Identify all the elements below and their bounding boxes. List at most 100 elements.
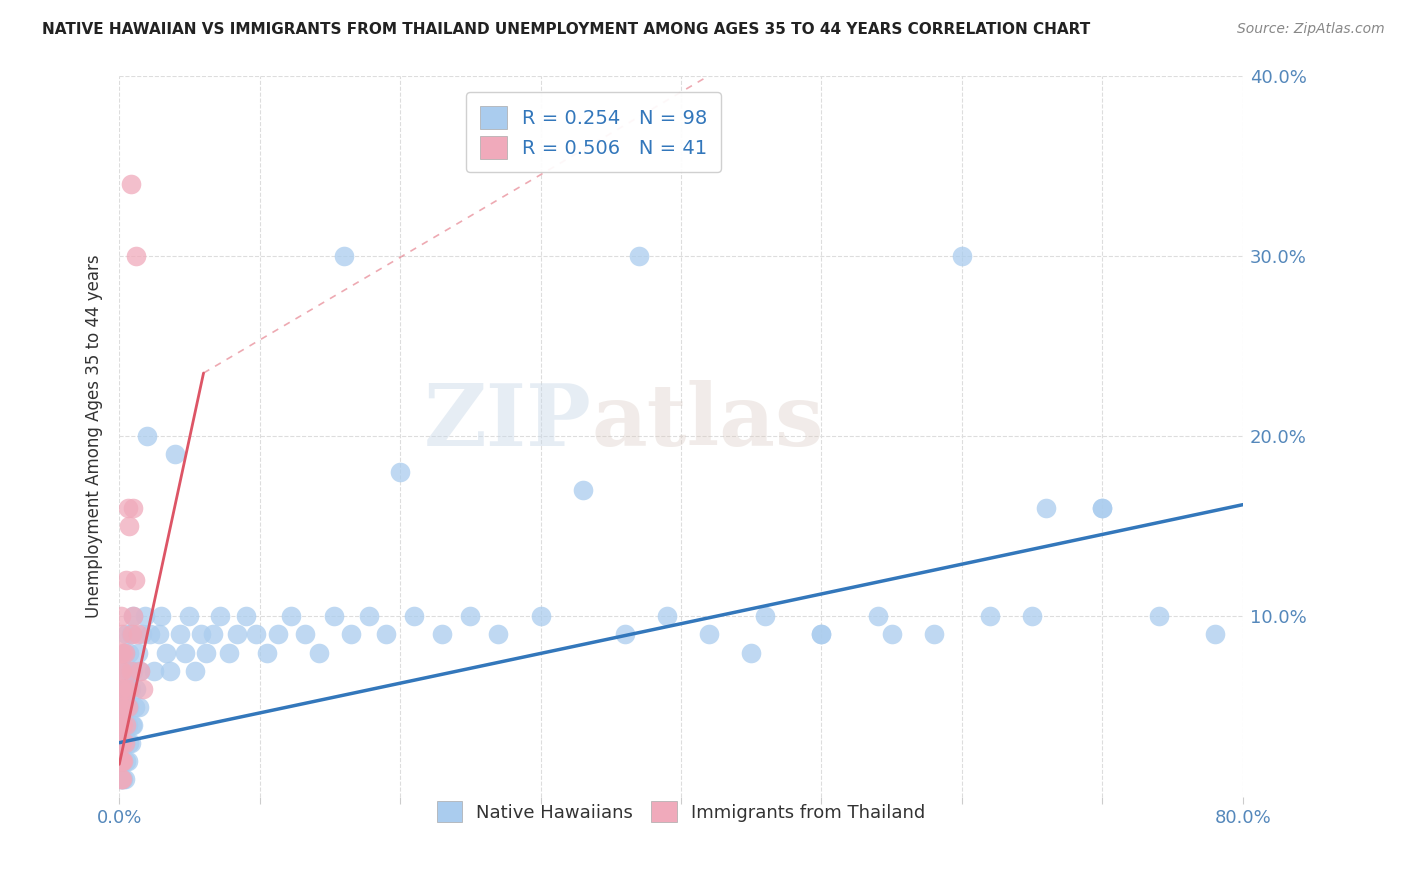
Point: [110, 646, 132, 660]
Point: [245, 627, 267, 641]
Point: [190, 627, 212, 641]
Point: [127, 646, 149, 660]
Point: [488, 627, 510, 641]
Point: [117, 754, 139, 768]
Point: [110, 754, 132, 768]
Point: [432, 627, 454, 641]
Point: [110, 772, 132, 786]
Point: [120, 627, 142, 641]
Point: [1091, 501, 1114, 516]
Point: [165, 447, 187, 461]
Text: Source: ZipAtlas.com: Source: ZipAtlas.com: [1237, 22, 1385, 37]
Point: [118, 736, 141, 750]
Point: [184, 664, 207, 678]
Point: [323, 609, 346, 624]
Point: [235, 609, 257, 624]
Point: [110, 736, 132, 750]
Point: [115, 681, 138, 696]
Point: [118, 646, 141, 660]
Point: [697, 627, 720, 641]
Point: [117, 717, 139, 731]
Point: [110, 754, 132, 768]
Point: [112, 717, 135, 731]
Point: [655, 609, 678, 624]
Point: [111, 717, 134, 731]
Point: [389, 465, 412, 479]
Text: NATIVE HAWAIIAN VS IMMIGRANTS FROM THAILAND UNEMPLOYMENT AMONG AGES 35 TO 44 YEA: NATIVE HAWAIIAN VS IMMIGRANTS FROM THAIL…: [42, 22, 1091, 37]
Point: [148, 627, 170, 641]
Point: [267, 627, 290, 641]
Point: [124, 699, 146, 714]
Point: [294, 627, 316, 641]
Point: [114, 736, 136, 750]
Point: [129, 664, 152, 678]
Point: [112, 646, 135, 660]
Point: [114, 699, 136, 714]
Point: [122, 609, 145, 624]
Point: [115, 681, 138, 696]
Point: [115, 754, 138, 768]
Point: [333, 249, 356, 263]
Point: [308, 646, 330, 660]
Point: [169, 627, 191, 641]
Point: [110, 664, 132, 678]
Point: [139, 627, 162, 641]
Point: [112, 681, 135, 696]
Point: [117, 699, 139, 714]
Point: [118, 519, 141, 533]
Point: [110, 736, 132, 750]
Point: [118, 681, 141, 696]
Point: [1091, 501, 1114, 516]
Point: [404, 609, 426, 624]
Point: [129, 664, 152, 678]
Point: [202, 627, 225, 641]
Point: [132, 681, 155, 696]
Point: [111, 772, 134, 786]
Legend: Native Hawaiians, Immigrants from Thailand: Native Hawaiians, Immigrants from Thaila…: [425, 789, 938, 835]
Point: [124, 574, 146, 588]
Point: [121, 717, 143, 731]
Point: [111, 699, 134, 714]
Point: [111, 772, 134, 786]
Point: [120, 681, 142, 696]
Point: [226, 627, 249, 641]
Point: [1035, 501, 1057, 516]
Point: [114, 772, 136, 786]
Point: [179, 609, 201, 624]
Point: [112, 772, 135, 786]
Point: [218, 646, 240, 660]
Point: [110, 754, 132, 768]
Point: [112, 754, 135, 768]
Point: [117, 501, 139, 516]
Point: [114, 699, 136, 714]
Point: [115, 627, 138, 641]
Point: [122, 664, 145, 678]
Point: [110, 699, 132, 714]
Point: [359, 609, 381, 624]
Point: [110, 681, 132, 696]
Point: [810, 627, 832, 641]
Point: [159, 664, 181, 678]
Point: [110, 772, 132, 786]
Point: [110, 609, 132, 624]
Point: [111, 699, 134, 714]
Point: [128, 699, 150, 714]
Point: [280, 609, 302, 624]
Point: [115, 574, 138, 588]
Point: [114, 736, 136, 750]
Point: [125, 681, 148, 696]
Point: [112, 717, 135, 731]
Point: [1204, 627, 1226, 641]
Point: [120, 177, 142, 191]
Point: [1021, 609, 1043, 624]
Point: [1147, 609, 1170, 624]
Point: [880, 627, 903, 641]
Point: [810, 627, 832, 641]
Point: [111, 664, 134, 678]
Point: [111, 664, 134, 678]
Point: [866, 609, 889, 624]
Point: [131, 627, 153, 641]
Point: [375, 627, 398, 641]
Point: [122, 501, 145, 516]
Y-axis label: Unemployment Among Ages 35 to 44 years: Unemployment Among Ages 35 to 44 years: [86, 254, 103, 618]
